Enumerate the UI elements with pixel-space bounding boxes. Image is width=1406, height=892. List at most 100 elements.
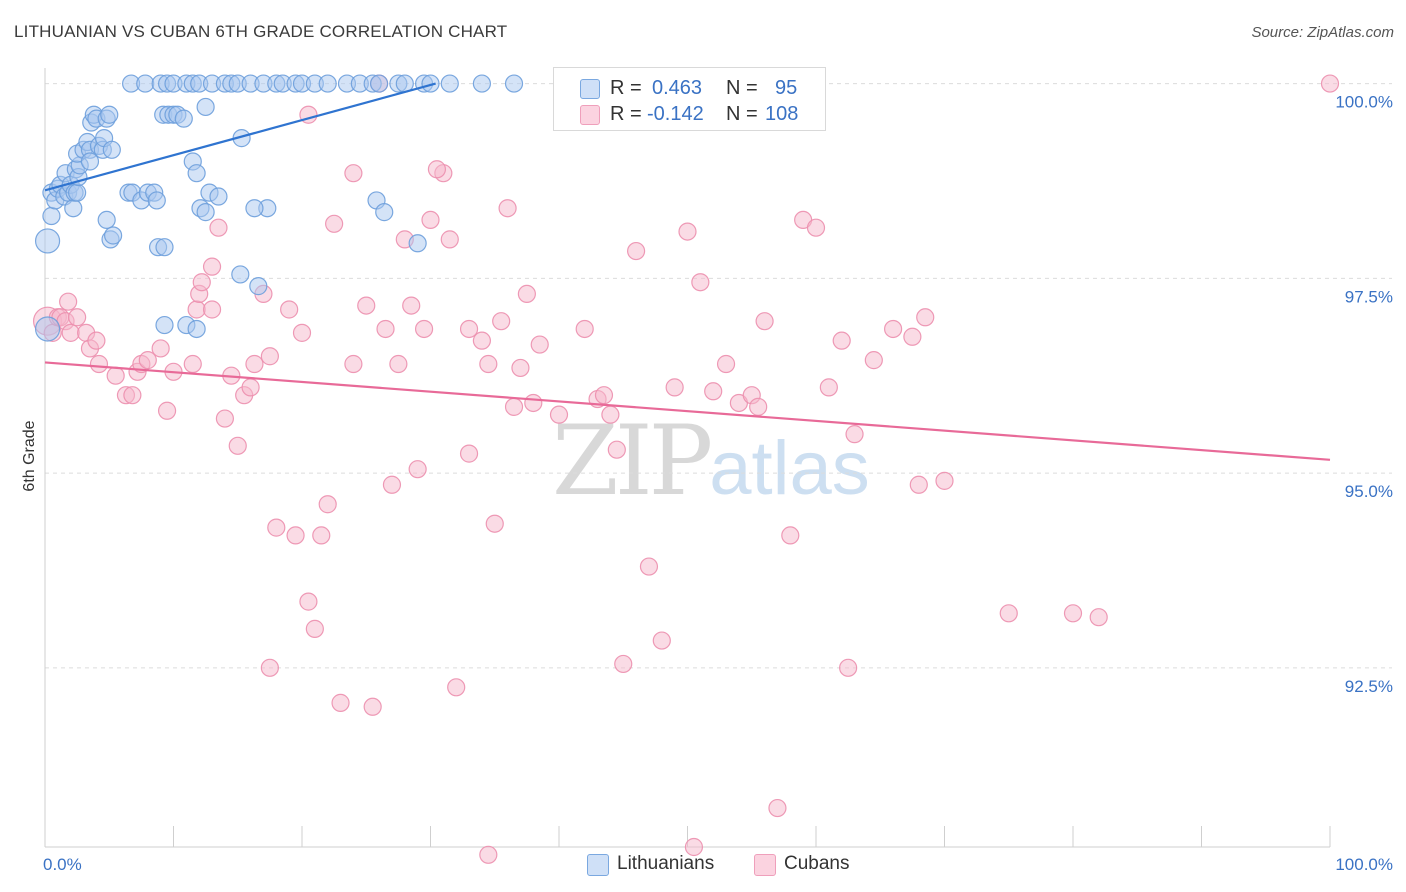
- lithuanian-point: [155, 238, 174, 257]
- legend-r-value: -0.142: [647, 103, 704, 125]
- cuban-point: [652, 631, 671, 650]
- cuban-point: [89, 354, 109, 374]
- cuban-point: [183, 354, 202, 374]
- cuban-point: [389, 354, 408, 374]
- cuban-point: [215, 409, 234, 428]
- cuban-point: [517, 284, 536, 304]
- cuban-point: [447, 678, 466, 697]
- cuban-point: [1063, 604, 1083, 623]
- cuban-point: [192, 273, 211, 292]
- cuban-point: [68, 308, 87, 327]
- cuban-point: [267, 518, 286, 537]
- cuban-point: [402, 296, 421, 315]
- lithuanian-point: [42, 206, 61, 226]
- lithuanian-point: [196, 203, 215, 222]
- cuban-point: [357, 296, 376, 315]
- cuban-point: [492, 312, 511, 331]
- cuban-point: [999, 604, 1018, 623]
- cuban-point: [138, 351, 157, 370]
- cuban-point: [151, 339, 170, 358]
- cuban-point: [524, 393, 543, 413]
- watermark: ZIPatlas: [552, 405, 870, 517]
- lithuanian-point: [97, 210, 116, 230]
- legend-r-value: 0.463: [652, 77, 703, 99]
- legend-n-label: N =: [726, 77, 758, 99]
- cuban-point: [601, 405, 620, 424]
- bottom-swatch-lithuanians: [587, 854, 609, 876]
- x-tick-label: 100.0%: [1335, 855, 1393, 874]
- cuban-point: [123, 386, 142, 405]
- cuban-point: [511, 358, 530, 378]
- cuban-point: [594, 386, 614, 405]
- cuban-point: [665, 378, 684, 397]
- cuban-point: [1089, 608, 1108, 627]
- cuban-point: [228, 436, 247, 455]
- x-tick-label: 0.0%: [43, 855, 82, 874]
- legend-n-value: 95: [775, 77, 798, 99]
- cuban-point: [260, 658, 279, 677]
- cuban-point: [916, 308, 935, 327]
- bottom-label-cubans: Cubans: [784, 853, 850, 874]
- cuban-point: [883, 319, 903, 339]
- lithuanian-point: [245, 199, 264, 218]
- cuban-point: [408, 460, 427, 479]
- cuban-point: [318, 495, 337, 514]
- y-tick-label: 92.5%: [1345, 677, 1393, 696]
- cuban-point: [209, 218, 228, 237]
- lithuanian-point: [209, 187, 228, 206]
- cuban-point: [864, 351, 883, 370]
- lithuanian-point: [187, 164, 206, 183]
- cuban-point: [530, 335, 549, 354]
- cuban-point: [909, 475, 928, 494]
- cuban-point: [414, 319, 434, 339]
- cuban-point: [479, 845, 498, 864]
- cuban-point: [691, 273, 710, 292]
- cuban-point: [903, 327, 922, 346]
- cuban-point: [749, 397, 768, 416]
- lithuanian-point: [440, 74, 459, 93]
- cuban-point: [806, 218, 826, 237]
- lithuanian-point: [68, 183, 87, 202]
- cuban-point: [440, 230, 459, 249]
- lithuanian-point: [187, 319, 206, 339]
- lithuanian-point: [104, 226, 123, 245]
- legend-r-label: R =: [610, 103, 642, 125]
- cuban-point: [344, 164, 363, 183]
- y-tick-label: 95.0%: [1345, 482, 1393, 501]
- cuban-point: [421, 210, 440, 230]
- cuban-point: [504, 397, 524, 416]
- cuban-point: [382, 475, 402, 494]
- lithuanian-point: [34, 228, 61, 254]
- source-label: Source: ZipAtlas.com: [1251, 24, 1394, 41]
- lithuanian-point: [249, 277, 268, 296]
- watermark-zip: ZIP: [552, 405, 713, 517]
- cuban-point: [1320, 74, 1340, 93]
- cuban-point: [755, 312, 774, 331]
- lithuanian-point: [370, 74, 389, 93]
- lithuanian-point: [375, 203, 394, 222]
- cuban-point: [312, 526, 331, 545]
- cuban-point: [363, 697, 382, 716]
- legend-n-label: N =: [726, 103, 758, 125]
- cuban-point: [344, 354, 363, 374]
- cuban-point: [376, 319, 395, 339]
- cuban-point: [549, 405, 569, 424]
- cuban-point: [187, 300, 206, 319]
- cuban-point: [479, 354, 498, 374]
- legend-r-label: R =: [610, 77, 642, 99]
- lithuanian-point: [231, 265, 250, 284]
- lithuanian-point: [34, 316, 61, 342]
- cubans-trend-line: [44, 361, 1331, 461]
- lithuanians-trend-line: [44, 82, 436, 192]
- legend-n-value: 108: [765, 103, 799, 125]
- cuban-point: [935, 471, 954, 490]
- cuban-point: [299, 592, 318, 611]
- cuban-point: [331, 693, 350, 712]
- cuban-point: [819, 378, 838, 397]
- cuban-point: [704, 382, 723, 401]
- y-axis-title: 6th Grade: [21, 420, 38, 492]
- y-tick-label: 97.5%: [1345, 287, 1393, 306]
- cuban-point: [459, 444, 479, 463]
- legend-swatch-lithuanians: [580, 79, 600, 99]
